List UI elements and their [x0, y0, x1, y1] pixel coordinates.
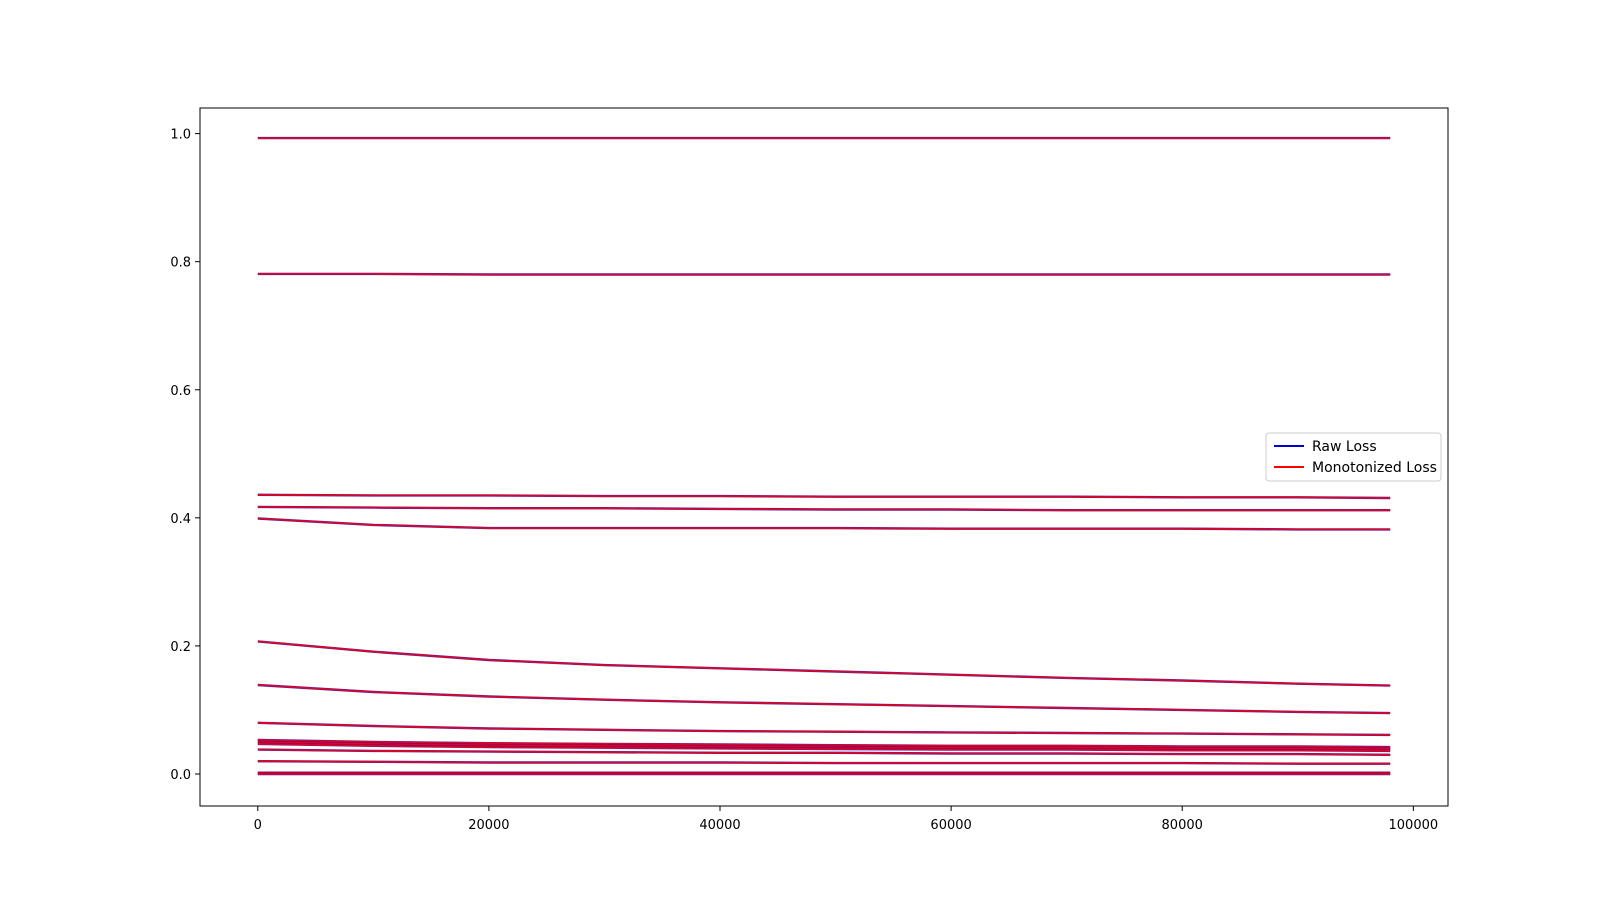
legend-box — [1265, 432, 1442, 482]
monotonized-loss-line-13 — [257, 760, 1391, 765]
monotonized-loss-line-2 — [257, 272, 1391, 276]
y-tick-label-5: 1.0 — [170, 128, 191, 143]
monotonized-loss-line-3 — [257, 493, 1391, 499]
legend-label-raw-loss: Raw Loss — [1312, 439, 1377, 455]
y-tick-label-4: 0.8 — [170, 256, 191, 271]
x-tick-label-1: 20000 — [468, 818, 509, 833]
monotonized-loss-line-12 — [257, 748, 1391, 756]
monotonized-loss-line-6 — [257, 640, 1391, 687]
plot-frame — [199, 107, 1449, 807]
x-tick-label-5: 100000 — [1389, 818, 1439, 833]
monotonized-loss-line-4 — [257, 506, 1391, 512]
monotonized-loss-line-5 — [257, 517, 1391, 531]
y-tick-label-1: 0.2 — [170, 640, 191, 655]
y-tick-label-2: 0.4 — [170, 512, 191, 527]
y-tick-label-0: 0.0 — [170, 768, 191, 783]
x-tick-label-0: 0 — [254, 818, 262, 833]
monotonized-loss-line-9 — [257, 739, 1391, 748]
series-layer — [257, 136, 1391, 776]
monotonized-loss-line-7 — [257, 684, 1391, 714]
y-tick-label-3: 0.6 — [170, 384, 191, 399]
monotonized-loss-line-8 — [257, 721, 1391, 736]
legend-label-monotonized-loss: Monotonized Loss — [1312, 460, 1437, 476]
x-tick-label-2: 40000 — [699, 818, 740, 833]
monotonized-loss-line-11 — [257, 743, 1391, 752]
monotonized-loss-line-10 — [257, 741, 1391, 750]
x-axis: 0 20000 40000 60000 80000 100000 — [254, 806, 1439, 833]
x-tick-label-3: 60000 — [930, 818, 971, 833]
y-axis: 0.0 0.2 0.4 0.6 0.8 1.0 — [170, 128, 200, 783]
legend: Raw Loss Monotonized Loss — [1265, 432, 1442, 482]
x-tick-label-4: 80000 — [1162, 818, 1203, 833]
